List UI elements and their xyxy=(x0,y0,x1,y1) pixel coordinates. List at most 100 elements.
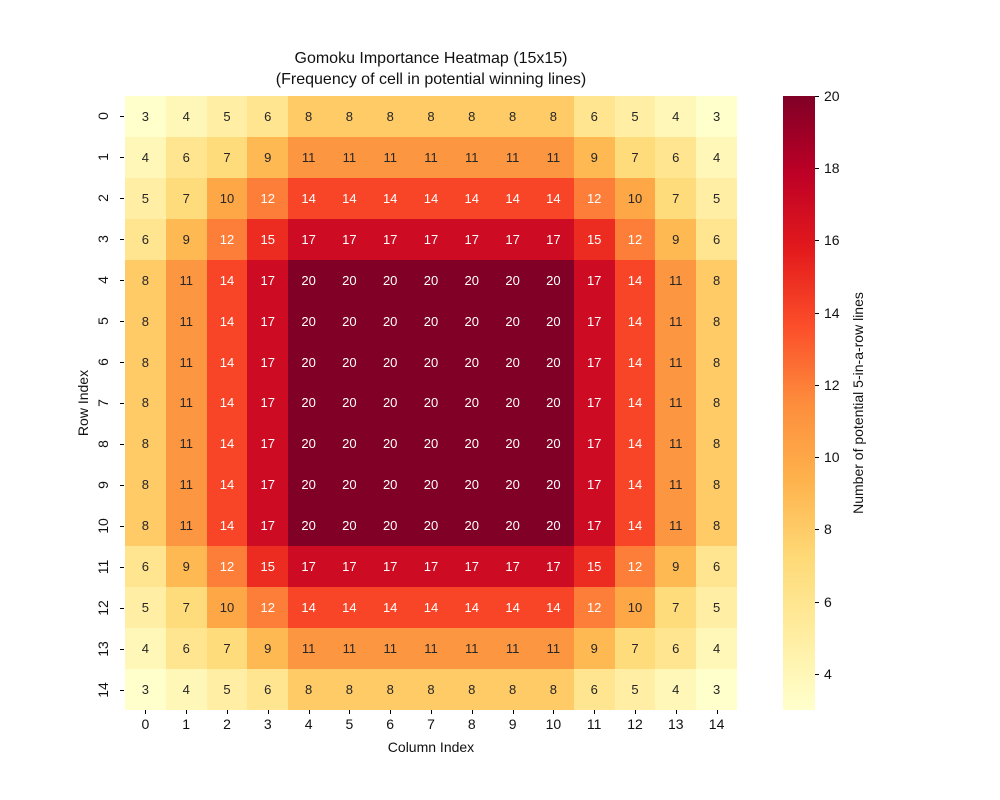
heatmap-cell: 6 xyxy=(573,669,615,710)
heatmap-cell-value: 11 xyxy=(179,313,193,329)
x-axis-label: Column Index xyxy=(387,739,475,755)
heatmap-cell-value: 9 xyxy=(672,231,680,247)
heatmap-cell: 8 xyxy=(696,259,737,301)
heatmap-cell-value: 20 xyxy=(382,436,398,452)
heatmap-cell-value: 11 xyxy=(301,149,316,165)
heatmap-cell: 17 xyxy=(247,505,289,547)
heatmap-cell: 7 xyxy=(655,587,697,629)
heatmap-cell: 5 xyxy=(696,587,737,629)
heatmap-cell-value: 20 xyxy=(301,354,316,370)
heatmap-cell: 8 xyxy=(369,669,411,710)
heatmap-cell: 14 xyxy=(410,587,452,629)
heatmap-cell: 8 xyxy=(532,669,574,710)
heatmap-cell: 17 xyxy=(532,546,574,588)
heatmap-cell: 14 xyxy=(614,423,656,465)
heatmap-cell: 8 xyxy=(492,96,533,137)
heatmap-cell-value: 6 xyxy=(141,559,150,575)
heatmap-cell: 20 xyxy=(328,382,370,424)
heatmap-cell: 20 xyxy=(328,505,370,547)
x-tick-mark xyxy=(308,710,310,714)
colorbar-tick-mark xyxy=(815,168,819,170)
heatmap-cell: 17 xyxy=(369,218,411,260)
heatmap-cell-value: 9 xyxy=(590,641,598,657)
heatmap-cell: 7 xyxy=(165,177,207,219)
heatmap-cell-value: 4 xyxy=(712,641,721,657)
heatmap-cell-value: 10 xyxy=(627,190,643,206)
y-tick-label: 14 xyxy=(95,681,111,698)
heatmap-cell-value: 4 xyxy=(182,108,190,124)
heatmap-cell: 8 xyxy=(288,96,329,137)
heatmap-cell-value: 8 xyxy=(304,108,313,124)
heatmap-cell-value: 12 xyxy=(260,190,276,206)
heatmap-cell: 11 xyxy=(165,382,207,424)
heatmap-cell-value: 5 xyxy=(141,600,150,616)
heatmap-cell-value: 17 xyxy=(301,559,316,575)
heatmap-cell-value: 20 xyxy=(423,395,439,411)
heatmap-cell: 11 xyxy=(492,136,533,178)
x-tick-mark xyxy=(145,710,147,714)
heatmap-cell: 5 xyxy=(614,669,656,710)
heatmap-plot-area: 3 4 5 6 8 8 8 8 8 8 8 6 5 4 3 4 6 7 9 11 11 11 11 11 11 11 9 7 6 4 5 7 1… xyxy=(125,96,737,710)
heatmap-cell: 8 xyxy=(696,300,737,342)
heatmap-cell: 20 xyxy=(410,300,452,342)
heatmap-cell-value: 20 xyxy=(546,313,561,329)
heatmap-cell-value: 20 xyxy=(301,395,316,411)
heatmap-cell-value: 12 xyxy=(219,559,235,575)
heatmap-cell: 11 xyxy=(165,300,207,342)
heatmap-cell: 17 xyxy=(573,341,615,383)
heatmap-cell-value: 8 xyxy=(427,108,435,124)
heatmap-cell-value: 14 xyxy=(423,190,439,206)
heatmap-cell: 17 xyxy=(247,423,289,465)
heatmap-cell-value: 20 xyxy=(546,477,561,493)
y-tick-label: 6 xyxy=(95,358,111,366)
colorbar-tick-label: 8 xyxy=(824,521,832,538)
y-tick-mark xyxy=(120,566,124,568)
heatmap-cell: 20 xyxy=(410,382,452,424)
heatmap-cell: 4 xyxy=(125,628,166,670)
heatmap-cell-value: 10 xyxy=(627,600,643,616)
heatmap-cell-value: 12 xyxy=(627,559,643,575)
heatmap-cell-value: 8 xyxy=(141,436,150,452)
heatmap-cell: 20 xyxy=(532,341,574,383)
colorbar-label: Number of potential 5-in-a-row lines xyxy=(850,292,866,514)
y-tick-label: 8 xyxy=(95,440,111,448)
colorbar-gradient xyxy=(783,96,815,710)
heatmap-cell-value: 14 xyxy=(627,518,643,534)
heatmap-cell: 17 xyxy=(532,218,574,260)
heatmap-cell: 4 xyxy=(165,669,207,710)
x-tick-label: 12 xyxy=(627,716,643,732)
heatmap-cell: 4 xyxy=(696,136,737,178)
heatmap-cell-value: 4 xyxy=(182,682,190,698)
heatmap-cell-value: 14 xyxy=(219,354,235,370)
heatmap-cell: 12 xyxy=(206,546,248,588)
heatmap-cell-value: 14 xyxy=(627,395,643,411)
heatmap-cell: 8 xyxy=(532,96,574,137)
heatmap-cell: 14 xyxy=(614,464,656,506)
heatmap-cell: 11 xyxy=(410,628,452,670)
heatmap-cell-value: 14 xyxy=(219,313,235,329)
heatmap-cell: 8 xyxy=(492,669,533,710)
heatmap-cell-value: 20 xyxy=(382,518,398,534)
y-tick-mark xyxy=(120,648,124,650)
y-tick-mark xyxy=(120,525,124,527)
heatmap-cell: 11 xyxy=(165,505,207,547)
heatmap-cell-value: 17 xyxy=(260,477,276,493)
heatmap-cell-value: 20 xyxy=(505,313,520,329)
heatmap-cell-value: 8 xyxy=(141,272,150,288)
heatmap-cell: 14 xyxy=(532,177,574,219)
x-tick-mark xyxy=(675,710,677,714)
x-tick-label: 4 xyxy=(304,716,313,732)
heatmap-cell: 6 xyxy=(655,628,697,670)
heatmap-cell: 20 xyxy=(492,382,533,424)
heatmap-cell-value: 11 xyxy=(669,354,683,370)
heatmap-cell: 10 xyxy=(206,587,248,629)
heatmap-cell-value: 20 xyxy=(423,477,439,493)
heatmap-cell-value: 11 xyxy=(505,149,520,165)
heatmap-cell-value: 20 xyxy=(464,436,480,452)
heatmap-cell-value: 8 xyxy=(141,313,150,329)
heatmap-cell: 6 xyxy=(247,669,289,710)
heatmap-cell-value: 8 xyxy=(712,313,721,329)
x-tick-label: 1 xyxy=(182,716,191,732)
heatmap-cell: 20 xyxy=(369,341,411,383)
